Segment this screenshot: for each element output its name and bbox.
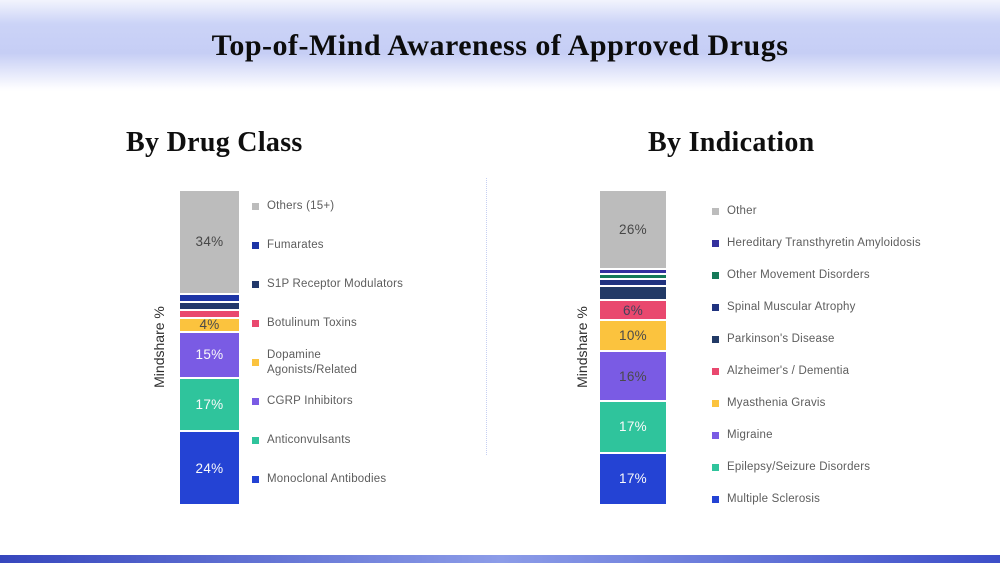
legend-item: Fumarates [252, 226, 462, 265]
legend-swatch-icon [252, 203, 259, 210]
bar-segment: 17% [600, 401, 666, 452]
bar-segment: 16% [600, 352, 666, 400]
bar-segment: 4% [180, 318, 239, 331]
charts-divider [486, 178, 487, 455]
legend-swatch-icon [712, 303, 719, 311]
legend-item: Anticonvulsants [252, 421, 462, 460]
legend-swatch-icon [252, 281, 259, 288]
legend-item: Migraine [712, 419, 992, 451]
legend-item: Other Movement Disorders [712, 259, 992, 291]
bar-segment: 26% [600, 191, 666, 268]
legend-swatch-icon [712, 335, 719, 343]
legend-item: Hereditary Transthyretin Amyloidosis [712, 227, 992, 259]
legend-label: Monoclonal Antibodies [267, 473, 387, 486]
legend-swatch-icon [712, 207, 719, 215]
legend-label: Hereditary Transthyretin Amyloidosis [727, 236, 921, 249]
legend-label: Migraine [727, 428, 773, 441]
legend-label: Myasthenia Gravis [727, 396, 826, 409]
bar-segment [600, 274, 666, 278]
bar-segment: 6% [600, 301, 666, 319]
legend-item: Alzheimer's / Dementia [712, 355, 992, 387]
legend-swatch-icon [252, 476, 259, 483]
legend-swatch-icon [252, 320, 259, 327]
stacked-bar-indication: 26% 6% 10% 16% 17% 17% [600, 191, 666, 504]
chart-title-indication: By Indication [648, 127, 815, 158]
legend-label: CGRP Inhibitors [267, 395, 353, 408]
bar-segment [600, 279, 666, 286]
legend-swatch-icon [712, 367, 719, 375]
header-band: Top-of-Mind Awareness of Approved Drugs [0, 0, 1000, 92]
bar-segment: 24% [180, 432, 239, 504]
legend-swatch-icon [252, 437, 259, 444]
legend-label: Botulinum Toxins [267, 317, 357, 330]
segment-value-label: 15% [195, 347, 224, 363]
legend-swatch-icon [252, 359, 259, 366]
legend-swatch-icon [712, 463, 719, 471]
legend-item: Monoclonal Antibodies [252, 460, 462, 499]
legend-item: Botulinum Toxins [252, 304, 462, 343]
legend-label: Others (15+) [267, 200, 335, 213]
bar-segment: 17% [600, 453, 666, 504]
legend-swatch-icon [712, 495, 719, 503]
legend-swatch-icon [252, 398, 259, 405]
segment-value-label: 10% [619, 328, 647, 344]
legend-swatch-icon [252, 242, 259, 249]
legend-label: Other [727, 204, 757, 217]
segment-value-label: 24% [195, 460, 224, 476]
bar-segment: 10% [600, 320, 666, 351]
bar-segment: 34% [180, 191, 239, 293]
chart-title-drug-class: By Drug Class [126, 127, 303, 158]
y-axis-label: Mindshare % [151, 306, 167, 388]
legend-swatch-icon [712, 399, 719, 407]
segment-value-label: 17% [619, 419, 647, 435]
segment-value-label: 26% [619, 221, 647, 237]
segment-value-label: 16% [619, 368, 647, 384]
page-title: Top-of-Mind Awareness of Approved Drugs [211, 29, 789, 62]
legend-swatch-icon [712, 431, 719, 439]
legend-label: Anticonvulsants [267, 434, 351, 447]
legend-item: Others (15+) [252, 187, 462, 226]
legend-swatch-icon [712, 239, 719, 247]
bar-segment: 15% [180, 332, 239, 378]
legend-label: Alzheimer's / Dementia [727, 364, 850, 377]
segment-value-label: 6% [622, 302, 644, 318]
y-axis-label: Mindshare % [574, 306, 590, 388]
legend-label: S1P Receptor Modulators [267, 278, 404, 291]
legend-item: Parkinson's Disease [712, 323, 992, 355]
legend-item: Myasthenia Gravis [712, 387, 992, 419]
legend-item: Dopamine Agonists/Related [252, 343, 462, 382]
legend-label: Epilepsy/Seizure Disorders [727, 460, 871, 473]
legend-item: Other [712, 195, 992, 227]
stacked-bar-drug-class: 34% 4% 15% 17% 24% [180, 191, 239, 504]
legend-item: Epilepsy/Seizure Disorders [712, 451, 992, 483]
segment-value-label: 17% [619, 471, 647, 487]
legend-label: Dopamine Agonists/Related [267, 348, 358, 376]
legend-swatch-icon [712, 271, 719, 279]
legend-label: Multiple Sclerosis [727, 492, 821, 505]
bar-segment [180, 302, 239, 309]
segment-value-label: 4% [199, 318, 220, 331]
segment-value-label: 34% [195, 234, 224, 250]
bar-segment [600, 269, 666, 273]
segment-value-label: 17% [195, 397, 224, 413]
legend-label: Fumarates [267, 239, 324, 252]
bar-segment: 17% [180, 379, 239, 431]
bar-segment [180, 294, 239, 301]
legend-item: CGRP Inhibitors [252, 382, 462, 421]
legend-item: Multiple Sclerosis [712, 483, 992, 515]
legend-item: Spinal Muscular Atrophy [712, 291, 992, 323]
legend-label: Parkinson's Disease [727, 332, 835, 345]
legend-label: Spinal Muscular Atrophy [727, 300, 856, 313]
legend-indication: Other Hereditary Transthyretin Amyloidosi… [712, 195, 992, 515]
bar-segment [600, 287, 666, 300]
footer-accent-bar [0, 555, 1000, 563]
legend-drug-class: Others (15+) Fumarates S1P Receptor Modula… [252, 187, 462, 499]
legend-item: S1P Receptor Modulators [252, 265, 462, 304]
bar-segment [180, 310, 239, 317]
legend-label: Other Movement Disorders [727, 268, 870, 281]
